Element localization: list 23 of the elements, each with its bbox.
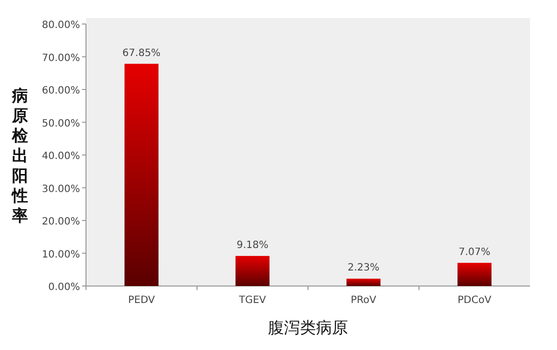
x-tick-label: PDCoV [458,295,492,306]
data-label: 2.23% [348,262,380,274]
y-tick-label: 30.00% [42,184,80,195]
y-tick-label: 40.00% [42,151,80,162]
bar [236,256,270,286]
data-label: 9.18% [236,240,268,251]
y-tick-label: 50.00% [42,118,80,130]
y-tick-label: 0.00% [48,282,80,293]
data-label: 7.07% [458,246,490,258]
bar [124,64,158,286]
bar [458,262,492,286]
y-tick-label: 60.00% [42,86,80,96]
x-tick-label: TGEV [238,295,266,306]
y-tick-label: 20.00% [42,216,80,228]
data-label: 67.85% [122,48,161,59]
y-axis-title: 病原检出阳性率 [11,86,29,225]
x-tick-label: PEDV [128,295,156,306]
x-tick-label: PRoV [350,295,376,306]
x-axis-title: 腹泻类病原 [268,318,348,337]
y-tick-label: 80.00% [42,20,80,31]
y-tick-label: 10.00% [42,249,80,260]
bar [346,278,380,286]
y-tick-label: 70.00% [42,52,80,64]
